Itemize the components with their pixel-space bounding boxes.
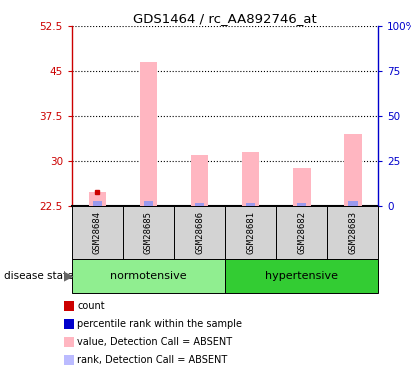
Bar <box>191 155 208 206</box>
Text: normotensive: normotensive <box>110 271 187 280</box>
Bar <box>140 62 157 206</box>
Bar <box>344 134 362 206</box>
Bar <box>276 206 327 259</box>
Text: GSM28684: GSM28684 <box>93 211 102 254</box>
Text: GSM28683: GSM28683 <box>348 211 357 254</box>
Bar <box>143 201 153 206</box>
Text: count: count <box>77 301 105 311</box>
Text: GSM28681: GSM28681 <box>246 211 255 254</box>
Bar <box>327 206 378 259</box>
Bar <box>88 192 106 206</box>
Text: GSM28685: GSM28685 <box>144 211 153 254</box>
Bar <box>225 206 276 259</box>
Text: GSM28686: GSM28686 <box>195 211 204 254</box>
Bar <box>123 206 174 259</box>
Text: rank, Detection Call = ABSENT: rank, Detection Call = ABSENT <box>77 355 228 365</box>
Bar <box>72 259 225 292</box>
Text: ▶: ▶ <box>64 269 73 282</box>
Bar <box>297 202 307 206</box>
Bar <box>242 152 259 206</box>
Bar <box>225 259 378 292</box>
Bar <box>92 201 102 206</box>
Bar <box>174 206 225 259</box>
Text: percentile rank within the sample: percentile rank within the sample <box>77 319 242 329</box>
Text: GSM28682: GSM28682 <box>297 211 306 254</box>
Bar <box>72 206 123 259</box>
Text: value, Detection Call = ABSENT: value, Detection Call = ABSENT <box>77 337 232 347</box>
Bar <box>246 202 256 206</box>
Bar <box>194 202 204 206</box>
Text: disease state: disease state <box>4 271 74 280</box>
Text: hypertensive: hypertensive <box>265 271 338 280</box>
Title: GDS1464 / rc_AA892746_at: GDS1464 / rc_AA892746_at <box>133 12 317 25</box>
Bar <box>293 168 310 206</box>
Bar <box>348 201 358 206</box>
